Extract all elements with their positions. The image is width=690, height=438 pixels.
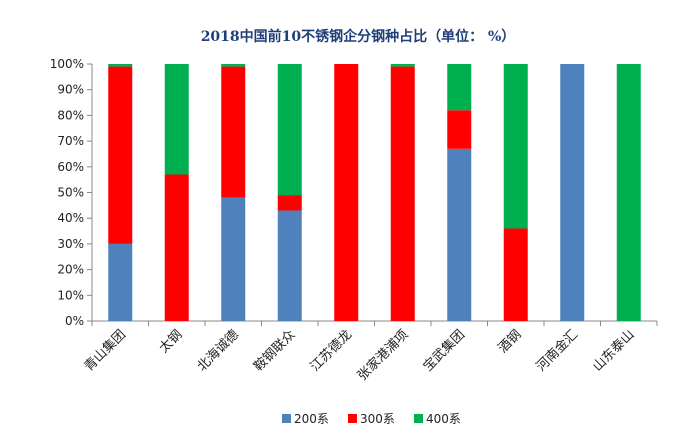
bars-layer [108,64,641,321]
legend-swatch [348,414,357,423]
bar-segment-300 [334,64,359,321]
legend-swatch [282,414,291,423]
y-tick-label: 80% [57,108,84,122]
bar-segment-300 [447,110,472,149]
legend-label: 200系 [294,412,329,426]
bar-segment-400 [108,64,133,67]
bar-segment-200 [108,243,133,321]
bar-segment-300 [503,228,528,321]
legend-swatch [414,414,423,423]
bar-segment-400 [503,64,528,229]
bar-segment-300 [221,66,246,198]
legend-label: 300系 [360,412,395,426]
y-tick-label: 20% [57,263,84,277]
y-tick-label: 0% [65,314,84,328]
chart-title: 2018中国前10不锈钢企分钢种占比（单位： %） [201,28,516,45]
bar-segment-200 [447,148,472,321]
y-tick-label: 10% [57,288,84,302]
bar-segment-400 [390,64,415,67]
bar-segment-200 [277,210,302,321]
y-tick-label: 50% [57,186,84,200]
bar-segment-400 [277,64,302,196]
bar-segment-300 [277,195,302,211]
y-tick-label: 60% [57,160,84,174]
bar-segment-400 [616,64,641,321]
bar-segment-400 [447,64,472,111]
bar-segment-300 [108,66,133,244]
y-tick-label: 100% [50,57,84,71]
y-tick-label: 70% [57,134,84,148]
bar-segment-300 [164,174,189,321]
y-tick-label: 90% [57,83,84,97]
y-tick-label: 30% [57,237,84,251]
bar-segment-400 [221,64,246,67]
bar-segment-200 [221,197,246,321]
bar-segment-200 [560,64,585,321]
y-tick-label: 40% [57,211,84,225]
bar-segment-300 [390,66,415,321]
bar-segment-400 [164,64,189,175]
y-tick-labels: 0% 10% 20% 30% 40% 50% 60% 70% 80% 90% 100% [50,57,84,328]
legend: 200系 300系 400系 [282,412,461,426]
legend-label: 400系 [426,412,461,426]
